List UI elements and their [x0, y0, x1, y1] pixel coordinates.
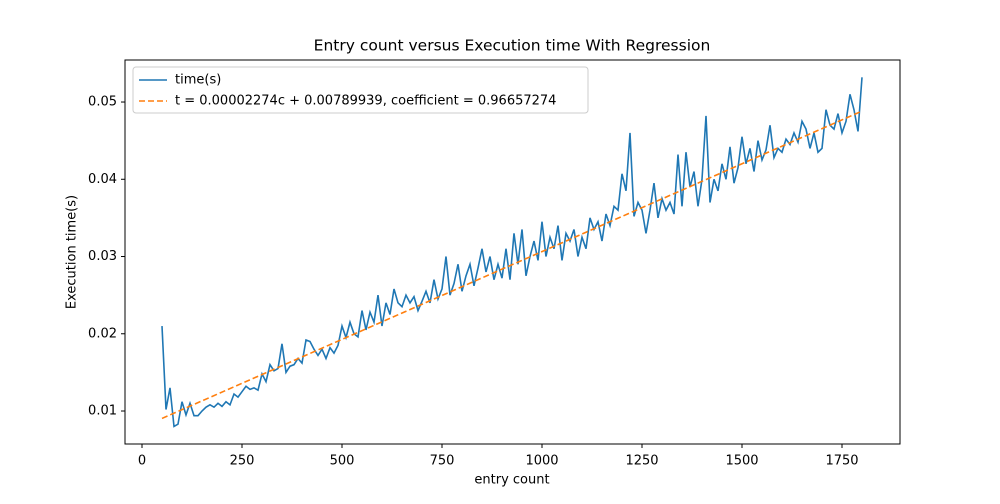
x-tick-label: 250 — [230, 454, 255, 469]
x-tick-label: 1500 — [725, 454, 758, 469]
y-tick-label: 0.04 — [88, 172, 117, 187]
y-tick-label: 0.02 — [88, 326, 117, 341]
legend-label: time(s) — [175, 73, 221, 88]
data-line — [161, 110, 863, 420]
x-axis-label: entry count — [474, 473, 549, 488]
x-tick-label: 0 — [138, 454, 146, 469]
y-axis-label: Execution time(s) — [65, 195, 80, 309]
legend-box — [132, 66, 589, 114]
chart-title: Entry count versus Execution time With R… — [314, 37, 711, 55]
y-tick-label: 0.05 — [88, 95, 117, 110]
x-tick-label: 500 — [330, 454, 355, 469]
y-tick-label: 0.03 — [88, 249, 117, 264]
legend-label: t = 0.00002274c + 0.00789939, coefficien… — [175, 94, 556, 109]
plot-frame — [124, 59, 901, 445]
data-line — [161, 77, 863, 428]
x-tick-label: 1000 — [525, 454, 558, 469]
x-tick-label: 1250 — [625, 454, 658, 469]
x-tick-label: 750 — [430, 454, 455, 469]
x-tick-label: 1750 — [825, 454, 858, 469]
y-tick-label: 0.01 — [88, 404, 117, 419]
